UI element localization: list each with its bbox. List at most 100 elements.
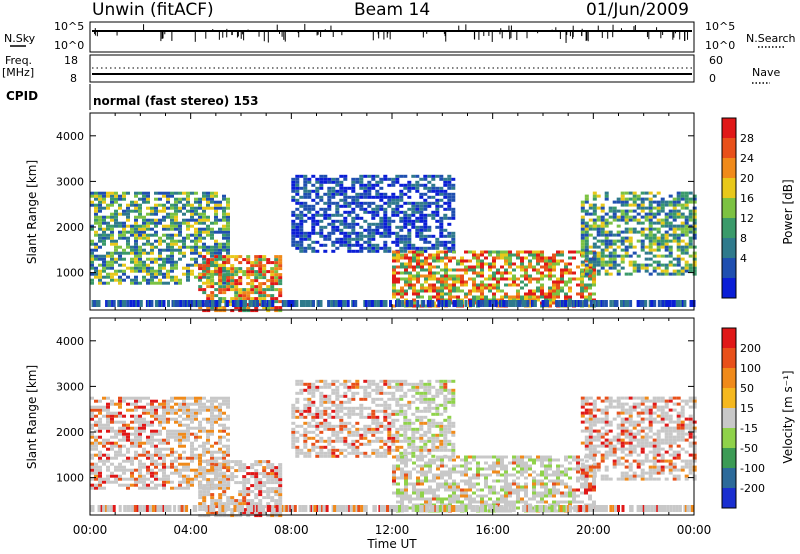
power-cell (672, 215, 677, 219)
power-cell (444, 268, 448, 272)
power-cell (403, 201, 408, 205)
velocity-cell (435, 391, 440, 395)
power-cell (444, 250, 448, 254)
velocity-cell (202, 402, 206, 406)
power-cell (134, 260, 138, 264)
power-cell (420, 250, 424, 254)
velocity-cell (102, 426, 106, 430)
velocity-cell (392, 482, 396, 486)
power-cell (114, 245, 118, 249)
power-cell (90, 266, 94, 270)
velocity-cell (323, 394, 328, 398)
power-cell (315, 195, 320, 199)
power-cell (222, 276, 227, 280)
power-cell (656, 236, 661, 240)
velocity-cell (404, 491, 408, 495)
power-cell (106, 260, 110, 264)
power-cell (250, 273, 255, 277)
power-cell (331, 219, 336, 223)
power-cell (303, 183, 308, 187)
power-cell (412, 289, 416, 293)
power-cell (226, 242, 230, 246)
velocity-cell (222, 417, 226, 421)
velocity-cell (431, 436, 436, 440)
power-cell (460, 283, 464, 287)
power-cell (632, 269, 637, 273)
velocity-cell (234, 475, 239, 479)
velocity-cell (146, 468, 150, 472)
velocity-cell (198, 411, 202, 415)
power-cell (367, 189, 372, 193)
velocity-cell (174, 417, 178, 421)
velocity-cell (427, 418, 432, 422)
velocity-cell (142, 480, 146, 484)
power-cell (162, 248, 166, 252)
power-cell (134, 200, 138, 204)
velocity-cell (428, 485, 432, 489)
power-cell (604, 248, 609, 252)
power-cell (392, 253, 396, 257)
power-cell (524, 295, 528, 299)
velocity-cell (174, 459, 178, 463)
power-cell (375, 174, 380, 178)
power-cell (371, 237, 376, 241)
power-cell (464, 280, 468, 284)
power-cell (512, 295, 516, 299)
power-cell (596, 263, 601, 267)
power-cell (480, 289, 484, 293)
velocity-cell (379, 403, 384, 407)
velocity-cell (335, 415, 340, 419)
power-cell (351, 222, 356, 226)
power-cell (600, 266, 605, 270)
power-cell (472, 265, 476, 269)
velocity-cell (258, 511, 263, 515)
power-cell (114, 194, 118, 198)
velocity-cell (408, 506, 412, 510)
velocity-cell (331, 409, 336, 413)
power-cell (307, 246, 312, 250)
velocity-cell (404, 494, 408, 498)
power-cell (198, 215, 202, 219)
velocity-cell (347, 409, 352, 413)
velocity-cell (246, 466, 251, 470)
velocity-cell (315, 406, 320, 410)
power-cell (331, 222, 336, 226)
power-cell (218, 206, 222, 210)
power-cell (327, 300, 331, 307)
power-cell (648, 251, 653, 255)
power-cell (134, 239, 138, 243)
power-cell (129, 300, 133, 307)
power-cell (291, 234, 296, 238)
power-cell (612, 266, 617, 270)
velocity-cell (202, 502, 207, 506)
power-cell (230, 282, 235, 286)
velocity-cell (230, 478, 235, 482)
power-cell (680, 257, 685, 261)
power-cell (592, 271, 596, 275)
velocity-cell (250, 475, 255, 479)
power-cell (435, 189, 440, 193)
power-cell (472, 295, 476, 299)
velocity-cell (295, 445, 300, 449)
power-cell (412, 253, 416, 257)
power-cell (479, 300, 483, 307)
power-cell (628, 209, 633, 213)
power-cell (379, 180, 384, 184)
power-cell (98, 191, 102, 195)
power-cell (640, 233, 645, 237)
power-cell (118, 206, 122, 210)
velocity-cell (206, 405, 210, 409)
power-cell (351, 210, 356, 214)
velocity-cell (391, 436, 396, 440)
power-cell (584, 269, 589, 273)
power-cell (291, 180, 296, 184)
power-cell (453, 300, 457, 307)
velocity-cell (404, 497, 408, 501)
power-cell (544, 292, 548, 296)
power-cell (419, 201, 424, 205)
power-cell (552, 295, 556, 299)
power-cell (202, 269, 206, 273)
velocity-cell (423, 385, 428, 389)
velocity-cell (166, 405, 170, 409)
power-cell (222, 212, 226, 216)
